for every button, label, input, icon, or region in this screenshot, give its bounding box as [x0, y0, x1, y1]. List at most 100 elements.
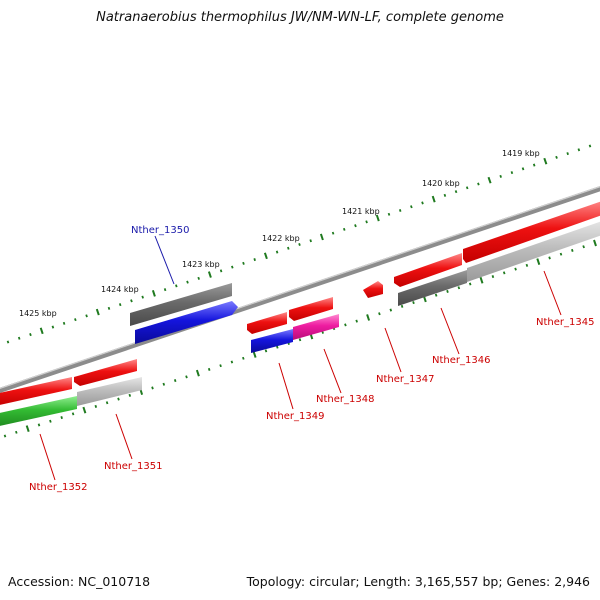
scale-outer-minor-tick: [577, 148, 581, 152]
scale-outer-minor-tick: [6, 340, 10, 344]
scale-inner-minor-tick: [457, 286, 461, 290]
scale-outer-major-tick: [151, 289, 156, 297]
scale-outer-minor-tick: [298, 243, 301, 246]
scale-outer-major-tick: [207, 271, 212, 278]
scale-outer-minor-tick: [197, 276, 200, 280]
scale-inner-minor-tick: [94, 404, 98, 408]
scale-outer-minor-tick: [231, 265, 234, 269]
scale-outer-major-tick: [431, 195, 436, 203]
gene-arrow-left-1352[interactable]: [0, 377, 72, 406]
leader-lines: [39, 235, 562, 481]
scale-inner-minor-tick: [491, 275, 495, 279]
scale-outer-minor-tick: [118, 303, 122, 307]
scale-outer-minor-tick: [62, 321, 66, 325]
scale-label-1424: 1424 kbp: [101, 285, 139, 294]
gene-label-nther-1350[interactable]: Nther_1350: [131, 225, 189, 236]
scale-label-1425: 1425 kbp: [19, 309, 57, 318]
scale-outer-minor-tick: [107, 306, 111, 310]
scale-outer-minor-tick: [421, 201, 424, 205]
scale-outer-minor-tick: [17, 336, 21, 340]
scale-outer-minor-tick: [253, 258, 256, 262]
gene-label-nther-1351[interactable]: Nther_1351: [104, 461, 162, 472]
scale-outer-minor-tick: [219, 269, 223, 273]
gene-arrow-nther-1348-red[interactable]: [289, 297, 333, 321]
scale-inner-minor-tick: [207, 367, 211, 371]
gene-arrow-nther-1351-gray[interactable]: [77, 377, 142, 406]
gene-arrow-nther-1352-green[interactable]: [0, 396, 77, 427]
scale-inner-minor-tick: [173, 379, 177, 383]
scale-inner-minor-tick: [264, 349, 268, 353]
scale-inner-minor-tick: [434, 293, 438, 297]
scale-outer-minor-tick: [342, 227, 346, 231]
scale-inner-minor-tick: [298, 338, 302, 342]
scale-inner-minor-tick: [355, 319, 358, 323]
scale-label-1419: 1419 kbp: [502, 149, 540, 158]
scale-outer-minor-tick: [588, 144, 592, 148]
scale-outer-minor-tick: [499, 174, 502, 178]
accession-text: Accession: NC_010718: [8, 574, 151, 589]
scale-outer-major-tick: [39, 327, 44, 335]
scale-inner-minor-tick: [276, 345, 279, 349]
scale-outer-minor-tick: [454, 190, 458, 194]
scale-inner-minor-tick: [389, 308, 393, 312]
scale-outer-minor-tick: [465, 186, 469, 190]
scale-inner-minor-tick: [185, 375, 188, 379]
scale-inner-minor-tick: [128, 393, 132, 397]
scale-outer-minor-tick: [354, 224, 357, 228]
scale-inner-minor-tick: [230, 360, 234, 364]
scale-outer-major-tick: [543, 157, 548, 165]
scale-inner-major-tick: [593, 239, 597, 247]
gene-arrow-nther-1346-red[interactable]: [394, 253, 462, 287]
scale-inner-minor-tick: [412, 301, 415, 305]
scale-inner-minor-tick: [60, 416, 63, 420]
gene-label-nther-1346[interactable]: Nther_1346: [432, 355, 490, 366]
gene-arrow-nther-1346-gray[interactable]: [398, 270, 467, 306]
scale-outer-minor-tick: [175, 284, 178, 288]
scale-inner-minor-tick: [37, 423, 41, 427]
scale-label-1423: 1423 kbp: [182, 260, 220, 269]
gene-label-nther-1347[interactable]: Nther_1347: [376, 374, 434, 385]
gene-arrow-nther-1347[interactable]: [363, 281, 383, 298]
scale-inner-major-tick: [252, 351, 257, 358]
scale-outer-minor-tick: [51, 325, 55, 329]
scale-outer-major-tick: [319, 233, 324, 241]
scale-inner-minor-tick: [502, 271, 506, 275]
scale-outer-major-tick: [95, 308, 100, 316]
scale-inner-minor-tick: [105, 401, 109, 405]
gene-label-nther-1349[interactable]: Nther_1349: [266, 411, 324, 422]
gene-label-nther-1352[interactable]: Nther_1352: [29, 482, 87, 493]
scale-outer-minor-tick: [365, 220, 368, 224]
scale-inner-minor-tick: [344, 323, 347, 327]
gene-arrow-nther-1345-red[interactable]: [463, 200, 600, 263]
gene-arrow-nther-1350-blue[interactable]: [135, 301, 238, 344]
gene-arrow-nther-1345-gray[interactable]: [467, 220, 600, 282]
scale-inner-minor-tick: [571, 248, 574, 252]
scale-inner-minor-tick: [49, 419, 52, 423]
scale-outer-minor-tick: [398, 209, 402, 212]
scale-outer-minor-tick: [130, 299, 133, 303]
gene-arrow-nther-1349-blue[interactable]: [251, 329, 293, 353]
gene-label-nther-1348[interactable]: Nther_1348: [316, 394, 374, 405]
gene-arrow-nther-1348-magenta[interactable]: [293, 314, 339, 340]
scale-outer-minor-tick: [186, 280, 189, 284]
scale-outer-minor-tick: [555, 155, 558, 159]
gene-label-nther-1345[interactable]: Nther_1345: [536, 317, 594, 328]
scale-outer-minor-tick: [309, 239, 312, 243]
scale-inner-major-tick: [536, 258, 541, 266]
scale-inner-minor-tick: [548, 256, 551, 260]
scale-inner-minor-tick: [219, 364, 222, 368]
gene-labels: Nther_1350 Nther_1351 Nther_1352 Nther_1…: [29, 225, 594, 493]
scale-inner-minor-tick: [378, 312, 381, 316]
scale-outer-minor-tick: [242, 261, 245, 265]
gene-arrow-nther-1349-red[interactable]: [247, 312, 287, 334]
scale-labels: 1419 kbp 1420 kbp 1421 kbp 1422 kbp 1423…: [19, 149, 540, 318]
gene-arrow-nther-1350[interactable]: [130, 283, 232, 326]
scale-outer-minor-tick: [85, 314, 88, 318]
scale-inner-minor-tick: [162, 382, 166, 386]
leader-line-nther-1345: [543, 270, 562, 316]
scale-inner-minor-tick: [582, 245, 585, 249]
gene-arrow-nther-1351-red[interactable]: [74, 359, 137, 386]
genome-backbone: [0, 186, 600, 393]
scale-outer-minor-tick: [410, 205, 413, 209]
